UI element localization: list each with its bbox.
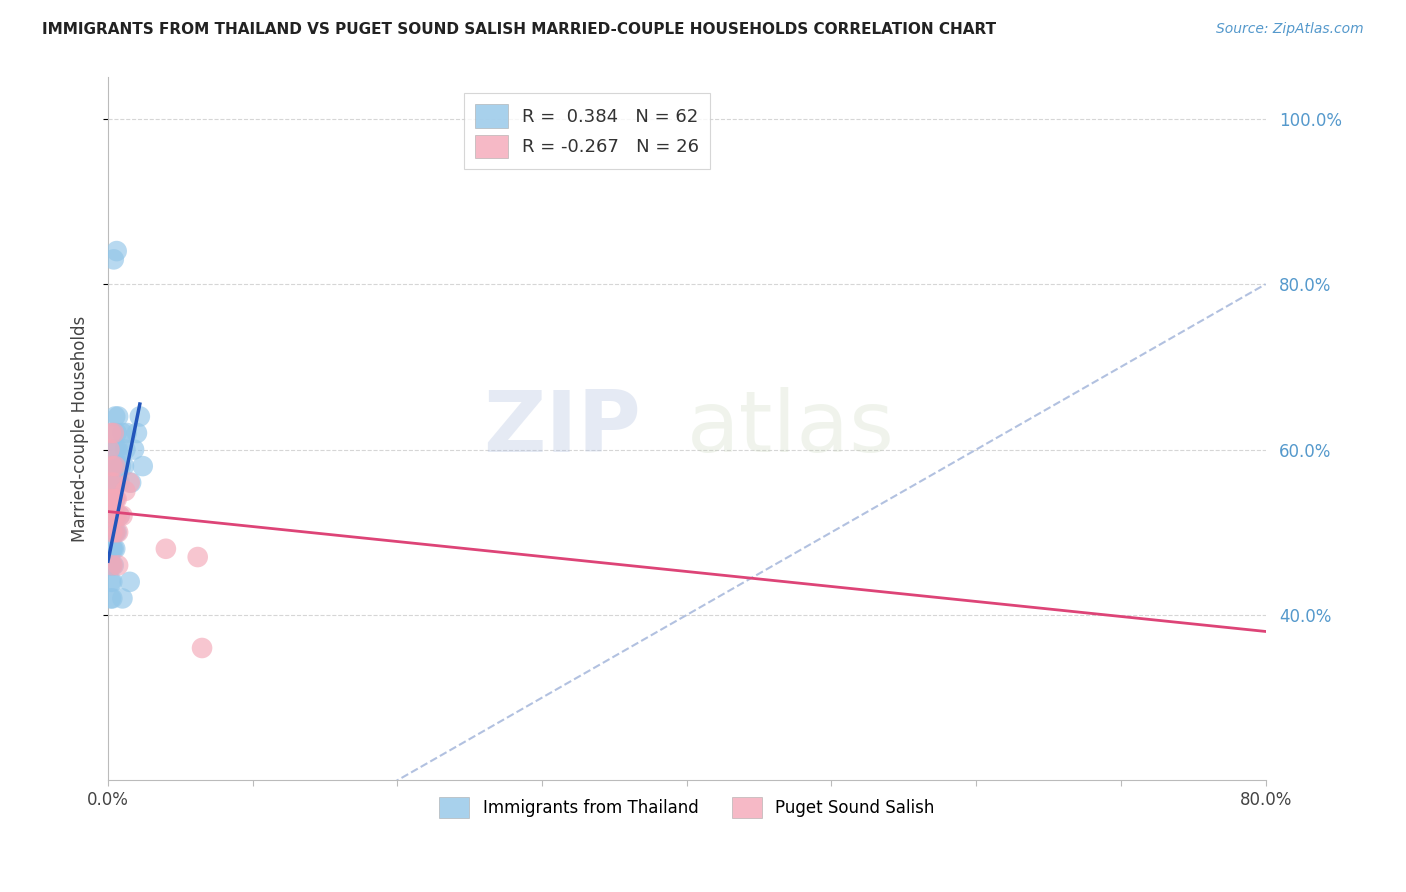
Point bbox=[107, 442, 129, 457]
Point bbox=[122, 442, 145, 457]
Point bbox=[105, 442, 128, 457]
Point bbox=[108, 508, 131, 523]
Point bbox=[101, 574, 124, 589]
Point bbox=[107, 459, 129, 474]
Point bbox=[103, 475, 125, 490]
Point bbox=[100, 574, 122, 589]
Point bbox=[155, 541, 177, 556]
Point bbox=[104, 525, 127, 540]
Point bbox=[101, 508, 124, 523]
Point bbox=[100, 492, 122, 507]
Point bbox=[103, 508, 125, 523]
Point bbox=[101, 525, 124, 540]
Point bbox=[103, 425, 125, 440]
Point bbox=[103, 541, 125, 556]
Point bbox=[114, 442, 136, 457]
Point bbox=[132, 459, 155, 474]
Point bbox=[103, 492, 125, 507]
Point bbox=[108, 508, 131, 523]
Point bbox=[101, 525, 124, 540]
Point bbox=[101, 492, 124, 507]
Point bbox=[118, 475, 141, 490]
Point bbox=[100, 591, 122, 606]
Point bbox=[105, 508, 128, 523]
Point bbox=[101, 541, 124, 556]
Text: Source: ZipAtlas.com: Source: ZipAtlas.com bbox=[1216, 22, 1364, 37]
Point bbox=[111, 591, 134, 606]
Point bbox=[100, 558, 122, 573]
Point bbox=[120, 475, 142, 490]
Point bbox=[101, 525, 124, 540]
Point bbox=[104, 442, 127, 457]
Point bbox=[105, 525, 128, 540]
Point bbox=[107, 475, 129, 490]
Point bbox=[104, 409, 127, 424]
Point bbox=[105, 475, 128, 490]
Point bbox=[103, 252, 125, 267]
Point bbox=[105, 492, 128, 507]
Point bbox=[115, 425, 138, 440]
Text: IMMIGRANTS FROM THAILAND VS PUGET SOUND SALISH MARRIED-COUPLE HOUSEHOLDS CORRELA: IMMIGRANTS FROM THAILAND VS PUGET SOUND … bbox=[42, 22, 997, 37]
Point bbox=[128, 409, 150, 424]
Point bbox=[100, 525, 122, 540]
Point bbox=[105, 425, 128, 440]
Point bbox=[125, 425, 148, 440]
Point bbox=[187, 549, 209, 564]
Point bbox=[114, 483, 136, 498]
Point bbox=[103, 425, 125, 440]
Point bbox=[107, 525, 129, 540]
Point bbox=[98, 554, 121, 568]
Point bbox=[105, 244, 128, 258]
Point bbox=[101, 459, 124, 474]
Point bbox=[111, 425, 134, 440]
Point bbox=[101, 508, 124, 523]
Point bbox=[103, 558, 125, 573]
Y-axis label: Married-couple Households: Married-couple Households bbox=[72, 316, 89, 542]
Point bbox=[191, 640, 214, 655]
Point bbox=[107, 558, 129, 573]
Point bbox=[101, 591, 124, 606]
Point bbox=[98, 442, 121, 457]
Point bbox=[98, 492, 121, 507]
Point bbox=[100, 475, 122, 490]
Point bbox=[105, 508, 128, 523]
Point bbox=[104, 541, 127, 556]
Point bbox=[100, 508, 122, 523]
Text: ZIP: ZIP bbox=[482, 387, 641, 470]
Point bbox=[111, 508, 134, 523]
Point bbox=[101, 492, 124, 507]
Legend: Immigrants from Thailand, Puget Sound Salish: Immigrants from Thailand, Puget Sound Sa… bbox=[433, 790, 941, 825]
Point bbox=[100, 425, 122, 440]
Point bbox=[104, 459, 127, 474]
Point bbox=[104, 475, 127, 490]
Point bbox=[101, 558, 124, 573]
Point bbox=[104, 525, 127, 540]
Point bbox=[118, 574, 141, 589]
Point bbox=[100, 541, 122, 556]
Point bbox=[101, 541, 124, 556]
Point bbox=[103, 508, 125, 523]
Point bbox=[98, 525, 121, 540]
Point bbox=[103, 525, 125, 540]
Point bbox=[100, 475, 122, 490]
Point bbox=[100, 508, 122, 523]
Point bbox=[104, 492, 127, 507]
Point bbox=[104, 492, 127, 507]
Point bbox=[107, 409, 129, 424]
Point bbox=[101, 459, 124, 474]
Point bbox=[103, 475, 125, 490]
Point bbox=[112, 459, 135, 474]
Point bbox=[110, 459, 132, 474]
Point bbox=[103, 459, 125, 474]
Point bbox=[108, 475, 131, 490]
Text: atlas: atlas bbox=[686, 387, 894, 470]
Point bbox=[104, 508, 127, 523]
Point bbox=[101, 558, 124, 573]
Point bbox=[105, 459, 128, 474]
